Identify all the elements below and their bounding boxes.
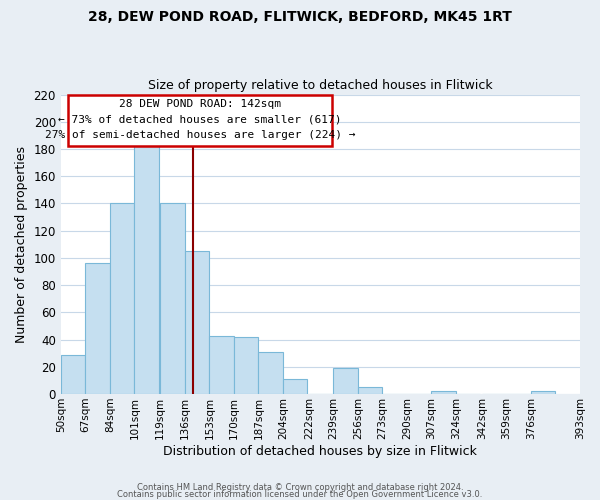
Text: Contains HM Land Registry data © Crown copyright and database right 2024.: Contains HM Land Registry data © Crown c… <box>137 484 463 492</box>
Bar <box>85 264 110 394</box>
Bar <box>68 94 332 146</box>
Bar <box>61 354 85 394</box>
Bar <box>185 251 209 394</box>
Bar <box>259 352 283 394</box>
Bar <box>160 204 185 394</box>
Bar <box>531 392 556 394</box>
Text: 28 DEW POND ROAD: 142sqm: 28 DEW POND ROAD: 142sqm <box>119 99 281 109</box>
Title: Size of property relative to detached houses in Flitwick: Size of property relative to detached ho… <box>148 79 493 92</box>
Y-axis label: Number of detached properties: Number of detached properties <box>15 146 28 343</box>
X-axis label: Distribution of detached houses by size in Flitwick: Distribution of detached houses by size … <box>163 444 478 458</box>
Text: Contains public sector information licensed under the Open Government Licence v3: Contains public sector information licen… <box>118 490 482 499</box>
Bar <box>334 368 358 394</box>
Bar <box>234 337 259 394</box>
Bar <box>283 379 307 394</box>
Text: ← 73% of detached houses are smaller (617): ← 73% of detached houses are smaller (61… <box>58 114 342 124</box>
Text: 27% of semi-detached houses are larger (224) →: 27% of semi-detached houses are larger (… <box>45 130 355 140</box>
Bar <box>431 392 456 394</box>
Bar <box>358 387 382 394</box>
Text: 28, DEW POND ROAD, FLITWICK, BEDFORD, MK45 1RT: 28, DEW POND ROAD, FLITWICK, BEDFORD, MK… <box>88 10 512 24</box>
Bar <box>134 145 159 394</box>
Bar <box>110 204 134 394</box>
Bar <box>209 336 234 394</box>
